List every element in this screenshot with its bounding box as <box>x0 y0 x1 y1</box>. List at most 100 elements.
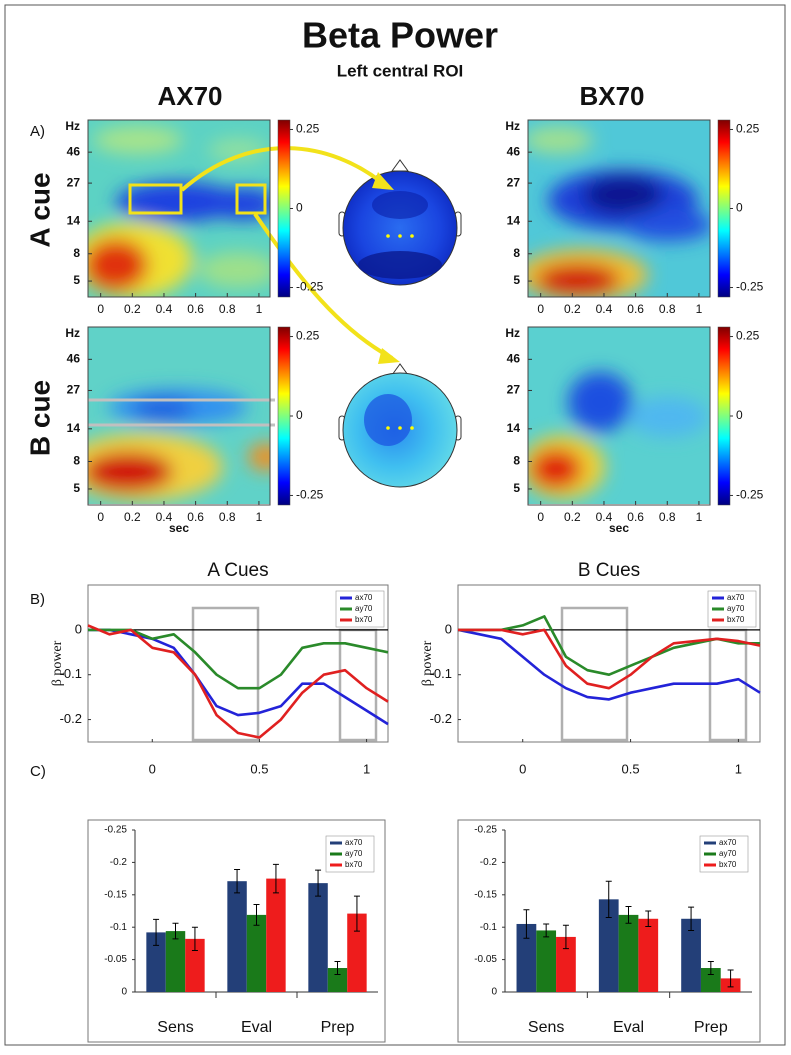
x-tick-label: Sens <box>528 1019 564 1036</box>
window-box <box>191 606 748 742</box>
chart-frame <box>457 819 761 1043</box>
x-tick-label: 0.2 <box>124 510 141 524</box>
x-tick-label: 0.8 <box>219 302 236 316</box>
y-tick-label: -0.1 <box>110 922 128 933</box>
bar <box>681 918 701 992</box>
heatmap-frame <box>527 326 711 506</box>
colorbar <box>717 119 731 298</box>
error-bar <box>707 961 714 976</box>
colorbar-tick-label: 0.25 <box>296 329 320 343</box>
y-tick-label: 5 <box>73 273 80 287</box>
topomap <box>338 363 462 488</box>
legend-label: ax70 <box>345 838 363 847</box>
series-line <box>88 628 389 690</box>
y-tick-label: 0 <box>121 987 127 998</box>
chart-title: B Cues <box>578 560 640 581</box>
colorbar-tick-label: -0.25 <box>736 280 764 294</box>
x-tick-label: 0.4 <box>156 510 173 524</box>
colorbar-tick-label: -0.25 <box>736 488 764 502</box>
y-tick-label: -0.15 <box>104 889 127 900</box>
y-tick-label: 14 <box>67 421 81 435</box>
y-tick-label: -0.2 <box>110 857 128 868</box>
x-tick-label: 1 <box>363 761 370 776</box>
y-tick-label: -0.2 <box>430 711 452 726</box>
x-tick-label: 0.5 <box>622 761 640 776</box>
y-tick-label: 27 <box>67 383 81 397</box>
x-axis-label: sec <box>169 521 189 535</box>
x-tick-label: Eval <box>241 1019 272 1036</box>
y-tick-label: 46 <box>67 144 81 158</box>
error-bar <box>543 923 550 938</box>
x-tick-label: 1 <box>735 761 742 776</box>
y-tick-label: 14 <box>507 213 521 227</box>
error-bar <box>272 863 279 894</box>
error-bar <box>625 905 632 924</box>
y-tick-label: 5 <box>513 273 520 287</box>
bar <box>556 936 576 992</box>
x-tick-label: 1 <box>696 302 703 316</box>
x-tick-label: 0.4 <box>596 510 613 524</box>
figure-subtitle: Left central ROI <box>337 61 464 80</box>
legend-label: ax70 <box>719 838 737 847</box>
colorbar-tick-label: 0 <box>736 408 743 422</box>
x-tick-label: 0.8 <box>659 302 676 316</box>
heatmap-image <box>88 327 270 504</box>
bar <box>227 881 247 992</box>
colorbar <box>277 119 291 298</box>
legend-label: ay70 <box>727 604 745 613</box>
legend-label: ay70 <box>355 604 373 613</box>
y-tick-label: -0.25 <box>474 825 497 836</box>
error-bar <box>315 869 322 897</box>
y-tick-label: -0.1 <box>430 666 452 681</box>
x-tick-label: 0.6 <box>187 510 204 524</box>
bar <box>598 899 619 992</box>
panel-label: A) <box>30 123 45 140</box>
legend-label: ax70 <box>355 593 373 602</box>
roi-box <box>128 183 183 215</box>
x-tick-label: Eval <box>613 1019 644 1036</box>
y-tick-label: 46 <box>507 144 521 158</box>
x-tick-label: 1 <box>696 510 703 524</box>
colorbar <box>717 326 731 506</box>
x-tick-label: 0.5 <box>250 761 268 776</box>
bar <box>146 932 166 992</box>
column-label: AX70 <box>157 81 222 111</box>
y-tick-label: 5 <box>73 481 80 495</box>
x-tick-label: 0 <box>537 510 544 524</box>
colorbar-tick-label: 0.25 <box>736 329 760 343</box>
plot-frame <box>87 584 389 743</box>
x-tick-label: Sens <box>157 1019 193 1036</box>
error-bar <box>645 910 652 928</box>
bar <box>700 968 721 992</box>
y-tick-label: 0 <box>75 621 82 636</box>
arrow-head <box>378 348 400 364</box>
legend-label: ax70 <box>727 593 745 602</box>
y-tick-label: 27 <box>507 175 521 189</box>
y-tick-label: 27 <box>507 383 521 397</box>
x-tick-label: 1 <box>256 510 263 524</box>
error-bar <box>172 922 179 940</box>
y-tick-label: -0.25 <box>104 825 127 836</box>
y-tick-label: 14 <box>507 421 521 435</box>
y-tick-label: 8 <box>73 246 80 260</box>
error-bar <box>191 926 198 952</box>
panel-label: C) <box>30 763 46 780</box>
plot-frame <box>457 584 761 743</box>
figure-title: Beta Power <box>302 15 498 56</box>
y-tick-label: 8 <box>73 454 80 468</box>
x-tick-label: 0.8 <box>659 510 676 524</box>
x-tick-label: 0 <box>519 761 526 776</box>
y-tick-label: -0.05 <box>104 954 127 965</box>
arrow-head <box>372 172 394 190</box>
heatmap-frame <box>87 119 271 298</box>
y-tick-label: -0.2 <box>480 857 498 868</box>
y-tick-label: -0.1 <box>480 922 498 933</box>
x-tick-label: 0.4 <box>596 302 613 316</box>
y-axis-label: Hz <box>505 326 520 340</box>
heatmap-frame <box>87 326 271 506</box>
roi-box <box>235 183 267 215</box>
series-line <box>457 628 761 701</box>
x-tick-label: 0 <box>537 302 544 316</box>
